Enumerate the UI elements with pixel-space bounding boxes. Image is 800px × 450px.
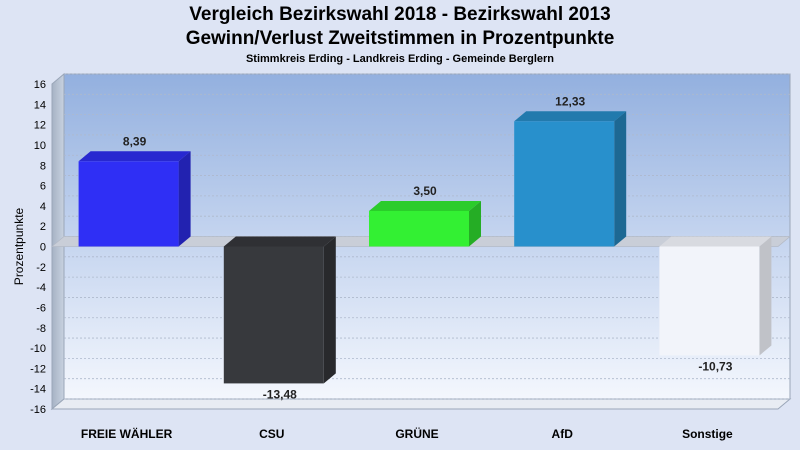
bar-front [514,121,615,247]
bar-value-label: -10,73 [698,359,732,373]
bar [223,236,336,384]
bar-top [369,200,481,211]
x-category-label: Sonstige [682,427,733,441]
x-category-label: CSU [259,427,284,441]
y-tick-label: 0 [40,242,46,254]
bar-side [614,111,627,247]
bar-front [78,161,179,247]
y-tick-label: 4 [40,201,46,213]
y-tick-label: -8 [36,323,46,335]
chart-region-subtitle: Stimmkreis Erding - Landkreis Erding - G… [245,53,555,65]
y-tick-label: -14 [30,384,46,396]
bar [659,236,772,356]
y-tick-label: 12 [34,120,46,132]
y-tick-label: 10 [34,140,46,152]
y-tick-label: -6 [36,302,46,314]
y-tick-label: 14 [34,99,46,111]
bar-front [659,246,760,356]
plot-floor [50,398,792,410]
bar-value-label: 3,50 [413,184,437,198]
y-tick-label: -10 [30,343,46,355]
bar [514,111,627,247]
bar-front [223,246,324,384]
x-category-label: GRÜNE [395,426,438,441]
bar-value-label: -13,48 [263,387,297,401]
y-tick-label: -16 [30,404,46,416]
y-tick-label: 6 [40,181,46,193]
y-tick-label: -12 [30,363,46,375]
bar-side [178,151,191,247]
x-category-label: AfD [552,427,574,441]
bar [369,200,481,247]
bar-top [659,236,772,247]
y-tick-label: 16 [34,79,46,91]
bar-value-label: 12,33 [555,94,585,108]
chart-subtitle: Gewinn/Verlust Zweitstimmen in Prozentpu… [185,28,615,49]
bar-side [469,200,481,247]
bar-side [323,236,336,384]
bar-top [223,236,336,247]
y-tick-label: -2 [36,262,46,274]
bar-front [369,210,469,247]
bar-side [759,236,772,356]
y-axis-label: Prozentpunkte [12,207,26,285]
x-category-label: FREIE WÄHLER [81,426,173,441]
y-tick-label: -4 [36,282,46,294]
bar [78,151,191,247]
y-tick-label: 2 [40,221,46,233]
bar-value-label: 8,39 [123,134,147,148]
y-tick-label: 8 [40,160,46,172]
bar-top [78,151,191,162]
chart-title: Vergleich Bezirkswahl 2018 - Bezirkswahl… [189,4,611,25]
bar-top [514,111,627,122]
